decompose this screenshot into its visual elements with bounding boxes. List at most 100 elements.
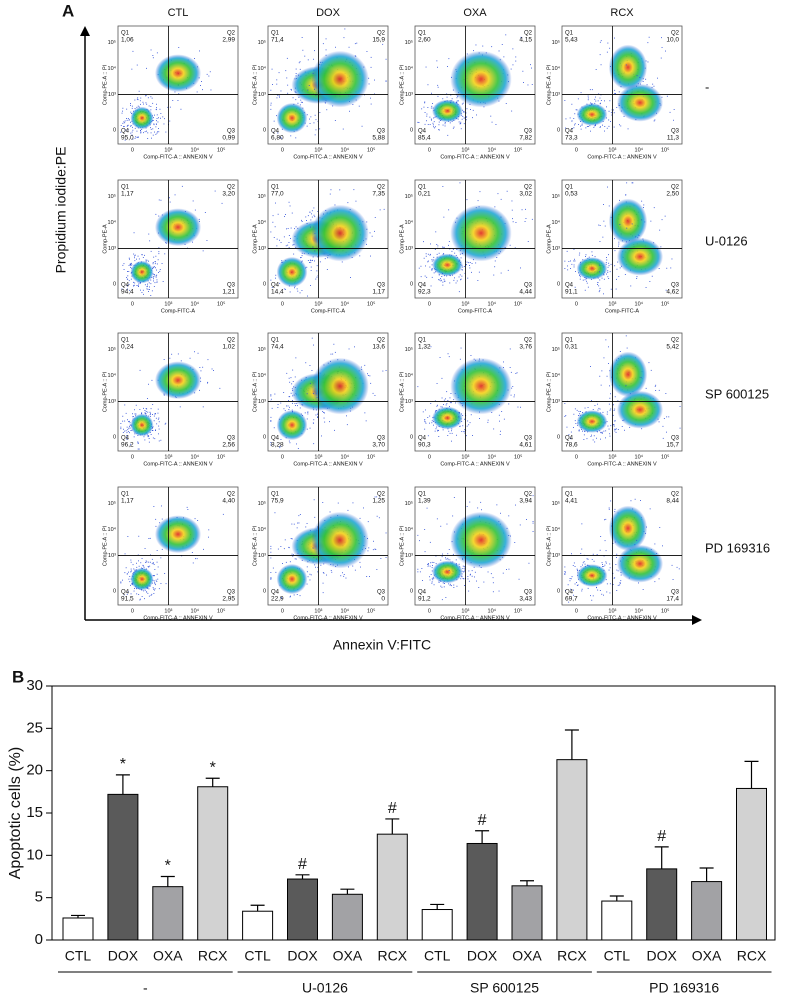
x-tick-label: OXA [153, 948, 183, 964]
event-dot [152, 290, 153, 291]
event-dot [197, 520, 198, 521]
event-dot [651, 370, 652, 371]
event-dot [281, 439, 282, 440]
event-dot [433, 425, 434, 426]
event-dot [510, 367, 511, 368]
event-dot [130, 112, 131, 113]
event-dot [153, 135, 154, 136]
density-blob [450, 51, 511, 108]
column-header: OXA [463, 7, 487, 19]
y-tick-label: 10⁵ [258, 346, 266, 353]
event-dot [150, 414, 151, 415]
event-dot [607, 52, 608, 53]
event-dot [157, 131, 158, 132]
event-dot [437, 518, 438, 519]
event-dot [436, 427, 437, 428]
event-dot [138, 560, 139, 561]
event-dot [313, 423, 314, 424]
event-dot [138, 594, 139, 595]
event-dot [448, 209, 449, 210]
event-dot [149, 289, 150, 290]
event-dot [288, 406, 289, 407]
event-dot [580, 279, 581, 280]
event-dot [600, 550, 601, 551]
x-tick-label: RCX [737, 948, 767, 964]
event-dot [582, 431, 583, 432]
event-dot [464, 570, 465, 571]
flow-plot: Q12,60Q24,15Q37,82Q485,40010³10³10⁴10⁴10… [399, 26, 535, 160]
event-dot [135, 255, 136, 256]
event-dot [581, 549, 582, 550]
event-dot [428, 261, 429, 262]
event-dot [347, 424, 348, 425]
event-dot [499, 51, 500, 52]
y-tick-label: 10⁵ [108, 193, 116, 200]
event-dot [468, 579, 469, 580]
event-dot [322, 411, 323, 412]
event-dot [606, 550, 607, 551]
event-dot [164, 118, 165, 119]
event-dot [449, 570, 450, 571]
event-dot [130, 425, 131, 426]
plot-y-label: Comp-PE-A :: PI [252, 64, 258, 105]
event-dot [290, 206, 291, 207]
event-dot [159, 271, 160, 272]
error-bar [340, 889, 354, 894]
event-dot [307, 571, 308, 572]
event-dot [574, 259, 575, 260]
event-dot [215, 191, 216, 192]
event-dot [275, 203, 276, 204]
event-dot [498, 193, 499, 194]
event-dot [194, 351, 195, 352]
error-bar [565, 730, 579, 760]
event-dot [605, 339, 606, 340]
event-dot [619, 91, 620, 92]
bar [737, 788, 767, 940]
event-dot [286, 78, 287, 79]
quadrant-value: 2,56 [222, 442, 235, 449]
event-dot [514, 396, 515, 397]
event-dot [429, 416, 430, 417]
event-dot [273, 215, 274, 216]
event-dot [150, 412, 151, 413]
event-dot [462, 425, 463, 426]
event-dot [131, 593, 132, 594]
event-dot [574, 563, 575, 564]
quadrant-value: 5,88 [372, 135, 385, 142]
event-dot [615, 396, 616, 397]
event-dot [270, 396, 271, 397]
x-tick-label: 10⁵ [514, 453, 522, 460]
event-dot [182, 186, 183, 187]
row-label: - [705, 79, 709, 94]
event-dot [425, 112, 426, 113]
event-dot [276, 84, 277, 85]
event-dot [296, 444, 297, 445]
event-dot [153, 257, 154, 258]
event-dot [453, 249, 454, 250]
event-dot [300, 69, 301, 70]
event-dot [579, 253, 580, 254]
event-dot [496, 504, 497, 505]
event-dot [514, 395, 515, 396]
quadrant-value: 73,3 [565, 135, 578, 142]
event-dot [169, 197, 170, 198]
event-dot [616, 107, 617, 108]
event-dot [151, 138, 152, 139]
event-dot [587, 126, 588, 127]
event-dot [419, 540, 420, 541]
quadrant-name: Q1 [565, 31, 574, 37]
quadrant-value: 3,76 [519, 344, 532, 351]
event-dot [286, 373, 287, 374]
event-dot [615, 420, 616, 421]
event-dot [591, 436, 592, 437]
event-dot [668, 416, 669, 417]
event-dot [316, 415, 317, 416]
event-dot [604, 279, 605, 280]
event-dot [439, 280, 440, 281]
event-dot [439, 124, 440, 125]
event-dot [323, 583, 324, 584]
event-dot [577, 569, 578, 570]
event-dot [508, 404, 509, 405]
event-dot [447, 524, 448, 525]
event-dot [574, 125, 575, 126]
